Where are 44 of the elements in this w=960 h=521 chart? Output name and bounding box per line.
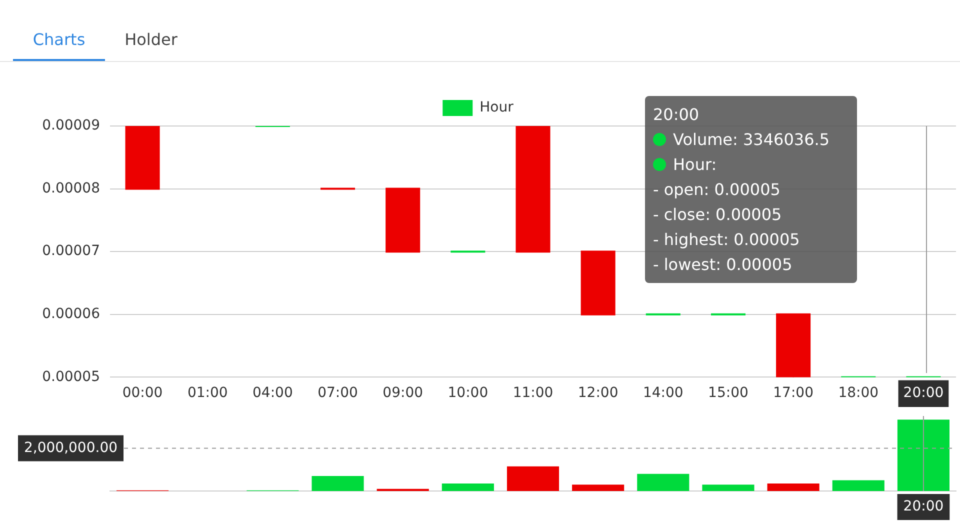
y-tick-label: 0.00007 xyxy=(42,243,100,260)
text: 20:00 xyxy=(653,104,700,126)
x-tick-label: 11:00 xyxy=(512,385,554,402)
annotation: - open: 0.00005 xyxy=(653,179,780,201)
y-tick-label: 0.00005 xyxy=(42,368,100,385)
x-tick-label: 18:00 xyxy=(838,385,879,402)
ref-line-label: 20:00 xyxy=(903,498,944,515)
x-tick-label: 00:00 xyxy=(122,385,163,402)
candlestick xyxy=(580,250,616,316)
text: Holder xyxy=(124,30,178,51)
x-tick-label: 09:00 xyxy=(382,385,424,402)
annotation: 2,000,000.00 xyxy=(24,440,118,456)
candlestick xyxy=(386,188,420,253)
text: Charts xyxy=(13,30,105,61)
x-tick-label: 10:00 xyxy=(448,385,488,402)
bar xyxy=(897,420,950,491)
bar xyxy=(637,474,690,491)
bar xyxy=(832,480,884,491)
x-tick-label: 17:00 xyxy=(773,385,814,402)
annotation: - highest: 0.00005 xyxy=(653,229,800,251)
candlestick xyxy=(125,126,160,190)
x-tick-label: 04:00 xyxy=(252,385,293,402)
x-tick-label: 01:00 xyxy=(187,385,228,402)
annotation: Hour: xyxy=(673,154,717,176)
x-tick-label: 20:00 xyxy=(903,385,944,402)
bar xyxy=(312,476,364,491)
y-tick-label: 0.00008 xyxy=(42,180,100,196)
bar xyxy=(702,484,754,491)
x-tick-label: 15:00 xyxy=(708,385,748,402)
annotation: - close: 0.00005 xyxy=(653,204,782,226)
bar xyxy=(767,484,820,491)
candlestick xyxy=(776,313,811,378)
bar xyxy=(572,484,624,491)
x-tick-label: 14:00 xyxy=(642,385,684,402)
x-tick-label: 07:00 xyxy=(318,385,358,402)
bar xyxy=(506,466,560,491)
y-tick-label: 0.00009 xyxy=(42,118,100,134)
annotation: Volume: 3346036.5 xyxy=(673,129,830,151)
annotation: - lowest: 0.00005 xyxy=(653,254,792,276)
candlestick xyxy=(516,126,550,253)
x-tick-label: 12:00 xyxy=(578,385,618,402)
bar xyxy=(442,484,494,491)
y-tick-label: 0.00006 xyxy=(42,306,100,322)
legend-label: Hour xyxy=(480,100,514,116)
